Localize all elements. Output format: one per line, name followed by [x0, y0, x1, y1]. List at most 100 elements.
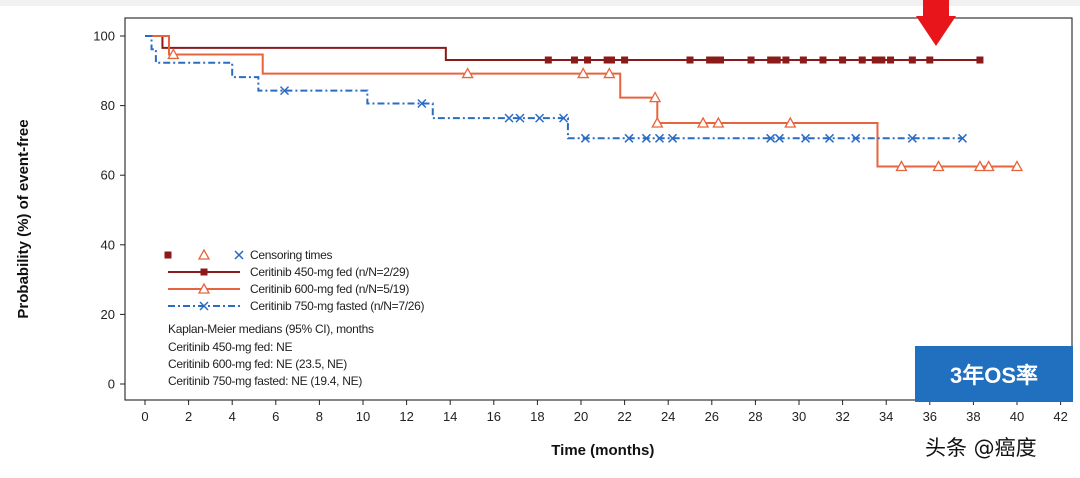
censor-marker-x: [774, 133, 784, 143]
censor-marker-triangle: [696, 116, 710, 128]
x-tick-label: 26: [705, 409, 719, 424]
censor-marker-x: [515, 113, 525, 123]
series-line: [145, 35, 1017, 168]
x-tick-label: 28: [748, 409, 762, 424]
censor-marker-square: [773, 56, 781, 64]
censor-marker-x: [580, 133, 590, 143]
os-rate-badge: 3年OS率: [915, 346, 1073, 402]
censor-marker-x: [199, 301, 209, 311]
x-tick-label: 2: [185, 409, 192, 424]
censor-marker-x: [504, 113, 514, 123]
censor-marker-x: [668, 133, 678, 143]
x-tick-label: 12: [399, 409, 413, 424]
censor-marker-square: [976, 56, 984, 64]
y-tick-label: 40: [101, 237, 115, 252]
watermark: 头条 @癌度: [925, 436, 1037, 460]
censor-marker-square: [819, 56, 827, 64]
censor-marker-triangle: [603, 67, 616, 79]
censor-marker-square: [871, 56, 879, 64]
x-tick-label: 40: [1010, 409, 1024, 424]
censor-marker-x: [279, 86, 290, 96]
legend-censor-label: Censoring times: [250, 248, 333, 262]
medians-title: Kaplan-Meier medians (95% CI), months: [168, 322, 374, 336]
x-tick-label: 6: [272, 409, 279, 424]
censor-marker-triangle: [712, 116, 725, 128]
censor-marker-square: [706, 56, 714, 64]
censor-marker-square: [887, 56, 895, 64]
x-tick-label: 36: [923, 409, 937, 424]
censor-marker-x: [535, 113, 545, 123]
censor-marker-x: [654, 133, 665, 143]
censor-marker-x: [801, 133, 811, 143]
censor-marker-x: [824, 133, 835, 143]
censor-marker-x: [851, 133, 861, 143]
x-tick-label: 10: [356, 409, 370, 424]
censor-marker-square: [878, 56, 886, 64]
series-line: [145, 35, 980, 62]
x-tick-label: 42: [1053, 409, 1067, 424]
censor-marker-square: [686, 56, 694, 64]
censor-marker-triangle: [197, 248, 211, 260]
median-line: Ceritinib 750-mg fasted: NE (19.4, NE): [168, 374, 362, 388]
censor-marker-square: [782, 56, 790, 64]
y-tick-label: 0: [108, 377, 115, 392]
censor-marker-square: [584, 56, 592, 64]
x-tick-label: 16: [487, 409, 501, 424]
censor-marker-triangle: [461, 67, 474, 79]
censor-marker-triangle: [895, 160, 908, 172]
censor-marker-square: [603, 56, 611, 64]
top-divider: [0, 0, 1080, 6]
legend-series-label: Ceritinib 750-mg fasted (n/N=7/26): [250, 299, 425, 313]
x-tick-label: 20: [574, 409, 588, 424]
legend-series-label: Ceritinib 450-mg fed (n/N=2/29): [250, 265, 409, 279]
censor-marker-square: [717, 56, 725, 64]
x-tick-label: 24: [661, 409, 675, 424]
censor-marker-square: [747, 56, 755, 64]
censor-marker-triangle: [651, 116, 664, 128]
censor-marker-x: [624, 133, 634, 143]
x-tick-label: 18: [530, 409, 544, 424]
x-tick-label: 30: [792, 409, 806, 424]
censor-marker-triangle: [784, 116, 797, 128]
censor-marker-square: [608, 56, 616, 64]
series-2: [145, 35, 1024, 172]
censor-marker-square: [767, 56, 775, 64]
censor-marker-triangle: [649, 91, 662, 103]
censor-marker-x: [559, 113, 569, 123]
x-tick-label: 8: [316, 409, 323, 424]
censor-marker-square: [799, 56, 807, 64]
censor-marker-x: [907, 133, 917, 143]
x-tick-label: 34: [879, 409, 893, 424]
censor-marker-x: [957, 133, 968, 143]
x-tick-label: 22: [617, 409, 631, 424]
y-tick-label: 20: [101, 307, 115, 322]
y-tick-label: 60: [101, 168, 115, 183]
series-3: [145, 35, 968, 143]
censor-marker-x: [417, 98, 427, 109]
censor-marker-triangle: [577, 67, 590, 79]
censor-marker-square: [858, 56, 866, 64]
median-line: Ceritinib 450-mg fed: NE: [168, 340, 292, 354]
censor-marker-x: [641, 133, 651, 143]
censor-marker-square: [908, 56, 916, 64]
censor-marker-triangle: [932, 160, 945, 172]
legend-series-label: Ceritinib 600-mg fed (n/N=5/19): [250, 282, 409, 296]
x-axis-title: Time (months): [551, 442, 654, 459]
x-tick-label: 14: [443, 409, 457, 424]
censor-marker-triangle: [973, 160, 987, 172]
censor-marker-triangle: [167, 48, 180, 60]
x-tick-label: 38: [966, 409, 980, 424]
censor-marker-x: [766, 133, 776, 143]
censor-marker-square: [544, 56, 552, 64]
censor-marker-square: [621, 56, 629, 64]
y-tick-label: 80: [101, 98, 115, 113]
series-line: [145, 35, 963, 140]
plot-frame: [124, 17, 1073, 401]
censor-marker-square: [164, 251, 172, 259]
legend: Censoring times Ceritinib 450-mg fed (n/N…: [164, 248, 425, 388]
y-axis-title: Probability (%) of event-free: [15, 119, 32, 318]
censor-marker-square: [712, 56, 720, 64]
censor-marker-square: [926, 56, 934, 64]
y-tick-label: 100: [93, 29, 115, 44]
